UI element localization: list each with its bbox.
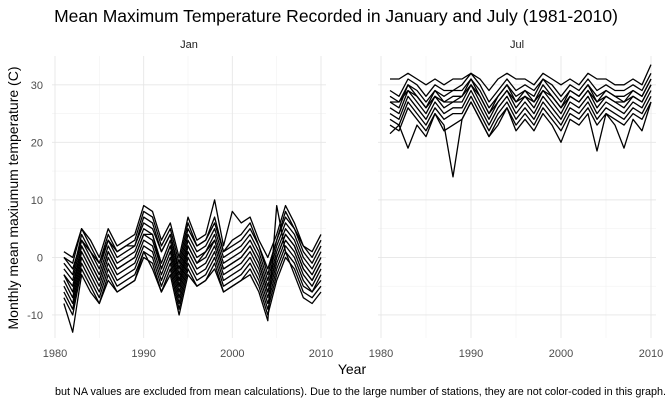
y-tick-label: -10: [27, 310, 43, 322]
series-line: [63, 245, 322, 305]
y-tick-label: 20: [31, 137, 43, 149]
x-tick-label: 2000: [549, 348, 573, 360]
series-line: [63, 251, 322, 310]
strip-label: Jul: [510, 39, 524, 51]
x-tick-label: 1980: [43, 348, 67, 360]
series-line: [390, 64, 652, 92]
x-tick-label: 1990: [459, 348, 483, 360]
x-axis-title: Year: [338, 361, 367, 377]
y-tick-label: 0: [37, 252, 43, 264]
series-line: [63, 204, 322, 333]
series-line: [390, 84, 652, 115]
series-line: [63, 233, 322, 293]
series-line: [389, 78, 652, 109]
x-tick-label: 1980: [369, 348, 393, 360]
x-tick-label: 2000: [220, 348, 244, 360]
series-line: [389, 72, 652, 103]
x-tick-label: 2010: [639, 348, 663, 360]
y-tick-label: 30: [31, 80, 43, 92]
series-line: [63, 199, 322, 259]
panel-jan: Jan 1980 1990 2000 2010 -10 0 10 20 30: [27, 39, 333, 360]
series-line: [389, 95, 652, 132]
series-line: [63, 239, 322, 299]
x-tick-label: 1990: [131, 348, 155, 360]
series-line: [63, 210, 322, 276]
y-axis-title: Monthly mean maxiumum temperature (C): [5, 67, 21, 330]
chart-title: Mean Maximum Temperature Recorded in Jan…: [54, 6, 618, 26]
series-line: [63, 256, 322, 316]
panel-jul: Jul 1980 1990 2000 2010: [369, 39, 663, 360]
series-line: [63, 228, 322, 287]
chart-caption: but NA values are excluded from mean cal…: [55, 386, 666, 398]
series-line: [389, 101, 652, 152]
series-line: [389, 89, 652, 126]
y-tick-label: 10: [31, 195, 43, 207]
strip-label: Jan: [180, 39, 198, 51]
x-tick-label: 2010: [309, 348, 333, 360]
